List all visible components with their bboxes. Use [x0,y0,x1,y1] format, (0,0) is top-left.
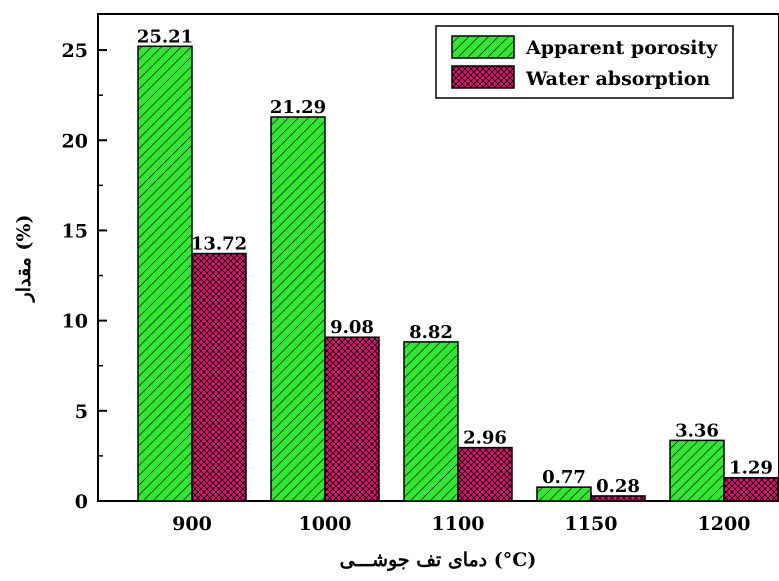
x-tick-label-1100: 1100 [432,513,485,535]
bar-water-absorption-1200 [723,476,779,502]
y-tick-label: 0 [75,491,88,513]
data-label-water-absorption-1150: 0.28 [596,476,640,497]
data-label-apparent-porosity-900: 25.21 [137,26,193,47]
bar-apparent-porosity-1150 [536,486,592,502]
data-label-apparent-porosity-1150: 0.77 [542,467,586,488]
x-axis-ticks: 900 1000 1100 1150 1200 [172,493,750,535]
y-axis-ticks: 0 5 10 15 20 25 [62,40,107,513]
bar-apparent-porosity-1200 [669,439,725,502]
y-tick-label: 5 [75,401,88,423]
legend-swatch-apparent-porosity [451,35,515,59]
bar-water-absorption-1100 [457,446,513,502]
legend-label-apparent-porosity: Apparent porosity [525,37,718,59]
y-tick-label: 20 [62,130,88,152]
data-label-water-absorption-1200: 1.29 [729,458,773,479]
y-tick-label: 10 [62,311,88,333]
legend: Apparent porosity Water absorption [435,25,734,99]
x-tick-label-1000: 1000 [299,513,352,535]
y-axis-title: مقدار (%) [13,215,35,304]
x-axis-title: دمای تف جوشـــی (°C) [340,549,537,571]
legend-swatch-water-absorption [451,65,515,89]
data-label-water-absorption-900: 13.72 [191,234,247,255]
y-tick-label: 25 [62,40,88,62]
bars [137,45,779,502]
legend-label-water-absorption: Water absorption [525,68,710,90]
bar-water-absorption-1000 [324,336,380,502]
data-labels: 25.21 13.72 21.29 9.08 8.82 2.96 0.77 0.28 3.36 1… [137,26,773,497]
bar-water-absorption-900 [191,252,247,502]
bar-apparent-porosity-1000 [270,116,326,502]
bar-apparent-porosity-1100 [403,341,459,502]
data-label-apparent-porosity-1000: 21.29 [270,97,326,118]
x-tick-label-1200: 1200 [698,513,751,535]
data-label-apparent-porosity-1100: 8.82 [409,322,453,343]
data-label-water-absorption-1000: 9.08 [330,317,374,338]
data-label-apparent-porosity-1200: 3.36 [675,420,719,441]
bar-apparent-porosity-900 [137,45,193,502]
x-tick-label-900: 900 [172,513,212,535]
y-tick-label: 15 [62,220,88,242]
data-label-water-absorption-1100: 2.96 [463,428,507,449]
x-tick-label-1150: 1150 [565,513,618,535]
